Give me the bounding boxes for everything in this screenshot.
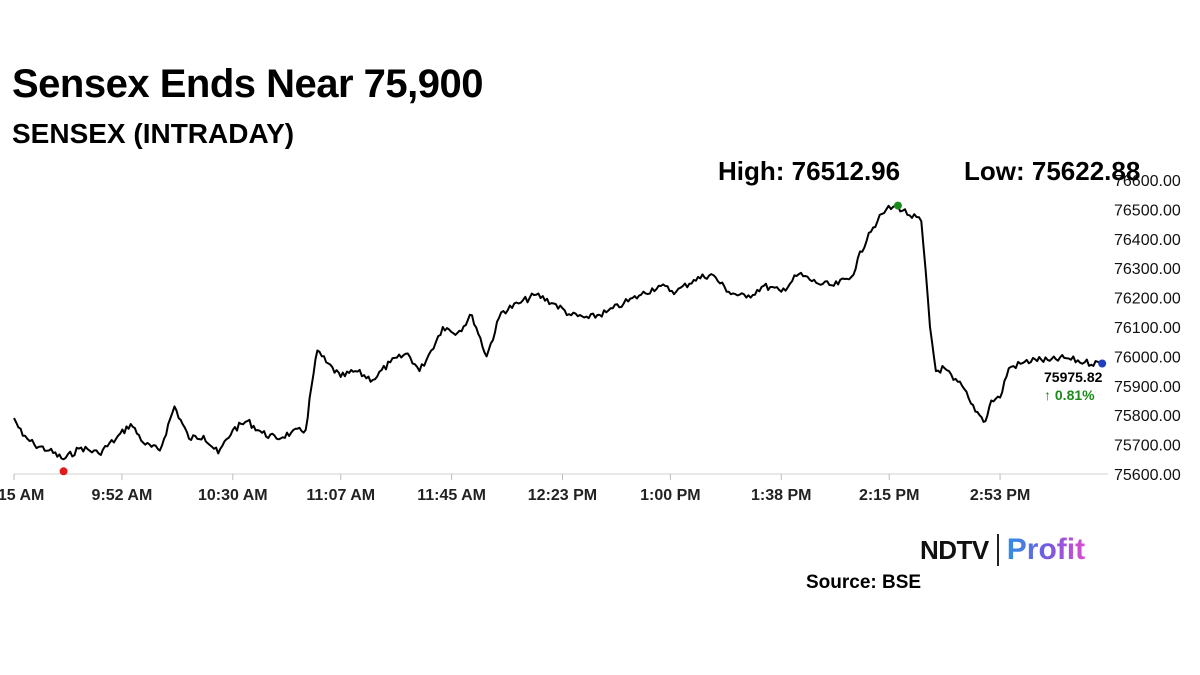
source-note: Source: BSE bbox=[806, 572, 922, 593]
percent-change-label: ↑ 0.81% bbox=[1044, 387, 1095, 403]
y-tick-label: 76300.00 bbox=[1114, 261, 1181, 278]
x-tick-label: 12:23 PM bbox=[528, 487, 597, 504]
high-value-label: High: 76512.96 bbox=[718, 156, 901, 186]
last-value-label: 75975.82 bbox=[1044, 369, 1103, 385]
y-tick-label: 75900.00 bbox=[1114, 379, 1181, 396]
x-tick-label: 1:00 PM bbox=[640, 487, 700, 504]
y-tick-label: 76200.00 bbox=[1114, 291, 1181, 308]
profit-wordmark: Profit bbox=[1006, 533, 1086, 566]
x-tick-label: 11:45 AM bbox=[417, 487, 486, 504]
y-tick-label: 76000.00 bbox=[1114, 349, 1181, 366]
high-marker bbox=[893, 201, 902, 210]
x-tick-label: 2:53 PM bbox=[970, 487, 1030, 504]
x-tick-label: 11:07 AM bbox=[306, 487, 375, 504]
y-tick-label: 75600.00 bbox=[1114, 467, 1181, 484]
y-tick-label: 76400.00 bbox=[1114, 232, 1181, 249]
y-tick-label: 75700.00 bbox=[1114, 438, 1181, 455]
y-tick-label: 76500.00 bbox=[1114, 202, 1181, 219]
chart-title: Sensex Ends Near 75,900 bbox=[12, 62, 484, 106]
logo-divider bbox=[996, 534, 999, 566]
y-tick-label: 75800.00 bbox=[1114, 408, 1181, 425]
x-tick-label: 1:38 PM bbox=[751, 487, 811, 504]
x-axis-ticks: 9:15 AM 9:52 AM 10:30 AM 11:07 AM 11:45 AM 12… bbox=[0, 474, 1030, 504]
x-tick-label: 9:15 AM bbox=[0, 487, 44, 504]
sensex-price-line bbox=[13, 204, 1103, 461]
last-value-marker bbox=[1098, 359, 1107, 368]
ndtv-profit-logo: NDTV Profit bbox=[920, 532, 1085, 568]
y-axis-ticks: 75600.00 75700.00 75800.00 75900.00 76000.00… bbox=[1114, 173, 1181, 484]
y-tick-label: 76100.00 bbox=[1114, 320, 1181, 337]
low-value-label: Low: 75622.88 bbox=[964, 156, 1141, 186]
ndtv-wordmark: NDTV bbox=[920, 534, 989, 565]
x-tick-label: 2:15 PM bbox=[859, 487, 919, 504]
y-tick-label: 76600.00 bbox=[1114, 173, 1181, 190]
x-tick-label: 9:52 AM bbox=[92, 487, 153, 504]
low-marker bbox=[59, 467, 68, 476]
chart-subtitle: SENSEX (INTRADAY) bbox=[12, 118, 295, 149]
x-tick-label: 10:30 AM bbox=[198, 487, 268, 504]
